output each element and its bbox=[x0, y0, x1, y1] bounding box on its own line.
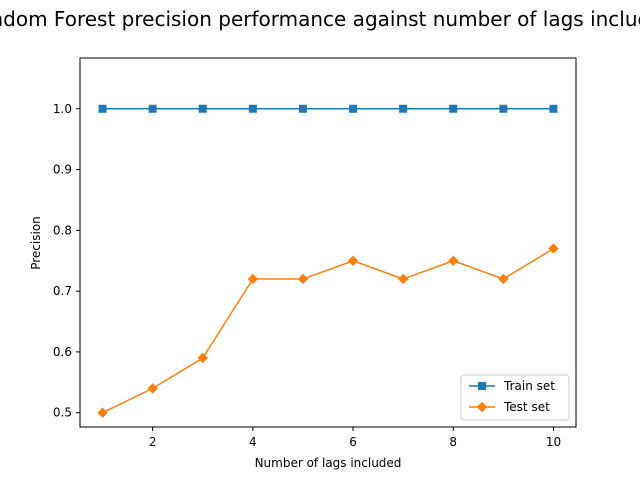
data-point-2 bbox=[448, 255, 459, 266]
data-point-2 bbox=[147, 383, 158, 394]
data-point-2 bbox=[197, 352, 208, 364]
data-point-1 bbox=[549, 104, 558, 113]
x-axis-label: Number of lags included bbox=[255, 456, 402, 470]
x-axis: 2 4 6 8 10 bbox=[149, 427, 561, 449]
data-point-1 bbox=[298, 104, 307, 113]
data-point-1 bbox=[399, 104, 408, 113]
series-line-2 bbox=[102, 247, 554, 414]
data-point-1 bbox=[148, 104, 157, 113]
legend-label: Test set bbox=[503, 400, 550, 414]
x-tick-label: 8 bbox=[449, 435, 457, 449]
data-point-2 bbox=[247, 273, 259, 285]
legend-marker bbox=[478, 382, 486, 390]
data-point-2 bbox=[397, 273, 409, 285]
legend-marker bbox=[476, 401, 488, 413]
data-point-1 bbox=[449, 104, 458, 113]
legend-label: Train set bbox=[503, 379, 555, 393]
data-point-1 bbox=[98, 104, 107, 113]
y-tick-label: 1.0 bbox=[53, 102, 72, 116]
data-point-2 bbox=[347, 255, 359, 266]
plot-area bbox=[79, 57, 577, 428]
y-tick-label: 0.5 bbox=[53, 406, 72, 420]
y-axis-label: Precision bbox=[29, 216, 43, 270]
data-point-2 bbox=[548, 243, 559, 254]
x-tick-label: 4 bbox=[249, 435, 257, 449]
data-point-2 bbox=[297, 273, 309, 285]
data-point-2 bbox=[498, 273, 509, 285]
data-point-1 bbox=[248, 104, 257, 113]
legend: Train set Test set bbox=[460, 374, 570, 421]
chart-title: Random Forest precision performance agai… bbox=[0, 7, 640, 31]
x-tick-label: 6 bbox=[349, 435, 357, 449]
y-tick-label: 0.6 bbox=[53, 345, 72, 359]
data-point-2 bbox=[97, 407, 108, 418]
x-tick-label: 10 bbox=[546, 435, 561, 449]
data-point-1 bbox=[349, 104, 358, 113]
data-point-1 bbox=[198, 104, 207, 113]
series-layer bbox=[97, 104, 559, 418]
y-tick-label: 0.7 bbox=[53, 284, 72, 298]
y-axis: 0.5 0.6 0.7 0.8 0.9 1.0 bbox=[53, 102, 80, 420]
y-tick-label: 0.9 bbox=[53, 163, 72, 177]
x-tick-label: 2 bbox=[149, 435, 157, 449]
data-point-1 bbox=[499, 104, 508, 113]
y-tick-label: 0.8 bbox=[53, 223, 72, 237]
